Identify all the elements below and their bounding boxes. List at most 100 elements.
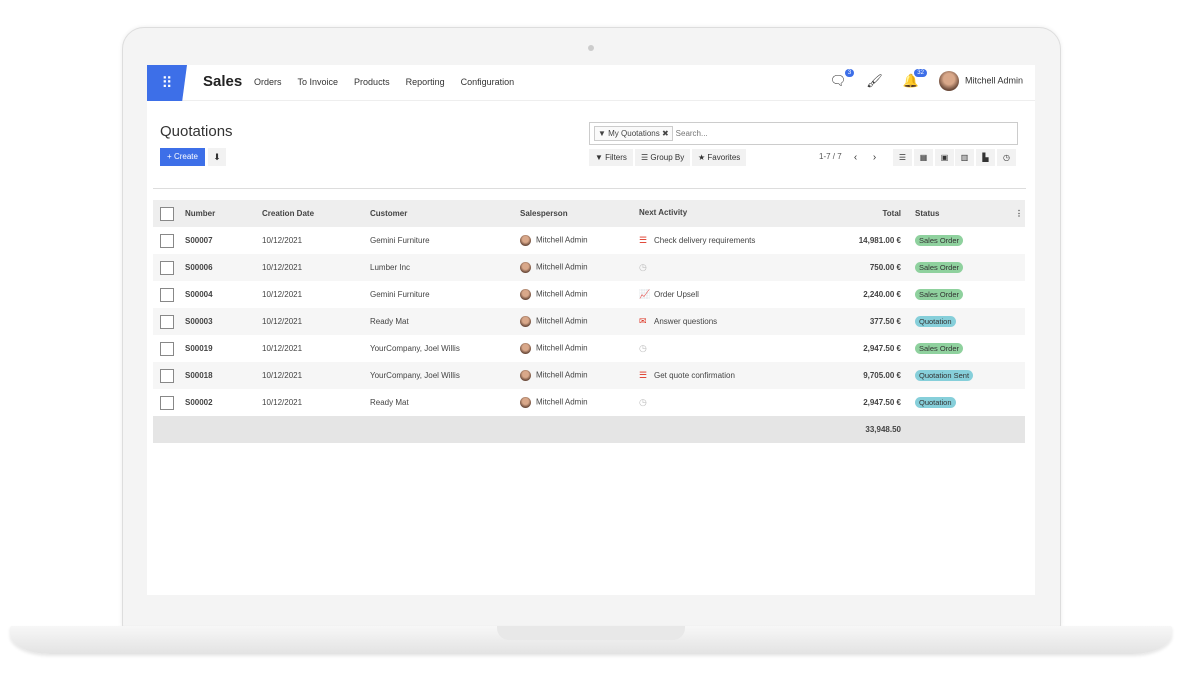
remove-facet-icon[interactable]: ✖	[661, 129, 669, 138]
status-badge: Quotation	[915, 397, 956, 408]
bell-icon[interactable]: 🔔 32	[903, 69, 927, 89]
paintbrush-icon[interactable]: 🖌	[866, 73, 883, 88]
total: 14,981.00 €	[858, 236, 901, 245]
clock-icon[interactable]: ◷	[639, 343, 647, 353]
messages-badge: 3	[844, 69, 855, 77]
col-activity[interactable]: Next Activity	[639, 200, 811, 227]
table-row[interactable]: S00018 10/12/2021 YourCompany, Joel Will…	[153, 362, 1025, 389]
table-row[interactable]: S00004 10/12/2021 Gemini Furniture Mitch…	[153, 281, 1025, 308]
envelope-icon[interactable]: ✉	[639, 316, 647, 326]
next-activity: ☰ Check delivery requirements	[639, 227, 811, 254]
status: Sales Order	[915, 281, 1025, 308]
order-number: S00003	[185, 308, 262, 335]
status: Quotation	[915, 389, 1025, 416]
col-customer[interactable]: Customer	[370, 200, 520, 227]
activity-summary[interactable]: Get quote confirmation	[654, 371, 735, 380]
menu-products[interactable]: Products	[354, 77, 390, 87]
list-view-icon[interactable]: ☰	[893, 149, 912, 166]
chevron-right-icon[interactable]: ›	[872, 152, 877, 163]
salesperson-name: Mitchell Admin	[536, 289, 588, 299]
create-button[interactable]: + Create	[160, 148, 205, 166]
avatar	[520, 370, 531, 381]
kanban-view-icon[interactable]: ▦	[914, 149, 933, 166]
col-salesperson[interactable]: Salesperson	[520, 200, 639, 227]
col-number[interactable]: Number	[185, 200, 262, 227]
quotations-table: Number Creation Date Customer Salesperso…	[153, 200, 1025, 443]
optional-columns-icon[interactable]: ⋮	[1015, 209, 1023, 218]
table-row[interactable]: S00006 10/12/2021 Lumber Inc Mitchell Ad…	[153, 254, 1025, 281]
status-badge: Sales Order	[915, 343, 964, 354]
total: 9,705.00 €	[811, 362, 915, 389]
salesperson-name: Mitchell Admin	[536, 343, 588, 353]
row-checkbox[interactable]	[160, 395, 174, 410]
star-icon: ★	[698, 153, 708, 162]
creation-date: 10/12/2021	[262, 308, 370, 335]
col-date[interactable]: Creation Date	[262, 200, 370, 227]
table-row[interactable]: S00003 10/12/2021 Ready Mat Mitchell Adm…	[153, 308, 1025, 335]
customer: Gemini Furniture	[370, 290, 430, 299]
activity-view-icon[interactable]: ◷	[997, 149, 1016, 166]
filters-label: Filters	[605, 153, 627, 162]
table-row[interactable]: S00019 10/12/2021 YourCompany, Joel Will…	[153, 335, 1025, 362]
search-facet[interactable]: ▼ My Quotations ✖	[594, 126, 673, 141]
menu-to-invoice[interactable]: To Invoice	[297, 77, 339, 87]
chevron-left-icon[interactable]: ‹	[853, 152, 858, 163]
user-menu[interactable]: Mitchell Admin	[938, 71, 1023, 91]
delivery-icon[interactable]: ☰	[639, 235, 648, 245]
menu-configuration[interactable]: Configuration	[460, 77, 515, 87]
apps-menu-icon[interactable]: ⠿	[147, 65, 187, 101]
select-all-checkbox[interactable]	[160, 206, 174, 221]
table-row[interactable]: S00002 10/12/2021 Ready Mat Mitchell Adm…	[153, 389, 1025, 416]
status-header-label: Status	[915, 209, 940, 218]
laptop-notch	[497, 626, 685, 640]
menu-orders[interactable]: Orders	[254, 77, 282, 87]
messages-icon[interactable]: 🗨 3	[830, 69, 855, 89]
menu-reporting[interactable]: Reporting	[405, 77, 445, 87]
col-total[interactable]: Total	[811, 200, 915, 227]
activity-summary[interactable]: Check delivery requirements	[654, 236, 756, 245]
filters-button[interactable]: ▼ Filters	[589, 149, 633, 166]
clock-icon[interactable]: ◷	[639, 262, 647, 272]
next-activity: ☰ Get quote confirmation	[639, 362, 811, 389]
salesperson-name: Mitchell Admin	[536, 316, 588, 326]
customer: Ready Mat	[370, 398, 409, 407]
total: 377.50 €	[811, 308, 915, 335]
table-row[interactable]: S00007 10/12/2021 Gemini Furniture Mitch…	[153, 227, 1025, 254]
activity-summary[interactable]: Answer questions	[654, 317, 718, 326]
download-icon[interactable]: ⬇	[208, 148, 226, 166]
group-by-button[interactable]: ☰ Group By	[635, 149, 691, 166]
sum-total: 33,948.50	[811, 416, 915, 443]
avatar	[520, 397, 531, 408]
list-icon: ☰	[641, 153, 651, 162]
creation-date: 10/12/2021	[262, 254, 370, 281]
row-checkbox[interactable]	[160, 260, 174, 275]
calendar-view-icon[interactable]: ▣	[935, 149, 954, 166]
total: 2,947.50 €	[863, 398, 901, 407]
row-checkbox[interactable]	[160, 233, 174, 248]
col-status[interactable]: Status ⋮	[915, 200, 1025, 227]
activity-summary[interactable]: Order Upsell	[654, 290, 699, 299]
favorites-button[interactable]: ★ Favorites	[692, 149, 747, 166]
top-navbar: ⠿ Sales Orders To Invoice Products Repor…	[147, 65, 1035, 101]
pivot-view-icon[interactable]: ▥	[955, 149, 974, 166]
salesperson: Mitchell Admin	[520, 254, 639, 281]
row-checkbox[interactable]	[160, 314, 174, 329]
order-number: S00002	[185, 398, 213, 407]
group-by-label: Group By	[650, 153, 685, 162]
order-number: S00004	[185, 290, 213, 299]
next-activity: ◷	[639, 335, 811, 362]
next-activity: ◷	[639, 389, 811, 416]
row-checkbox[interactable]	[160, 368, 174, 383]
salesperson: Mitchell Admin	[520, 335, 639, 362]
avatar	[520, 235, 531, 246]
clock-icon[interactable]: ◷	[639, 397, 647, 407]
filter-icon: ▼	[595, 153, 606, 162]
row-checkbox[interactable]	[160, 287, 174, 302]
graph-view-icon[interactable]: ▙	[976, 149, 995, 166]
delivery-icon[interactable]: ☰	[639, 370, 648, 380]
screen: ⠿ Sales Orders To Invoice Products Repor…	[147, 65, 1035, 595]
search-input[interactable]	[675, 129, 976, 138]
row-checkbox[interactable]	[160, 341, 174, 356]
pager-value[interactable]: 1-7 / 7	[819, 152, 842, 161]
chart-line-icon[interactable]: 📈	[639, 289, 651, 299]
